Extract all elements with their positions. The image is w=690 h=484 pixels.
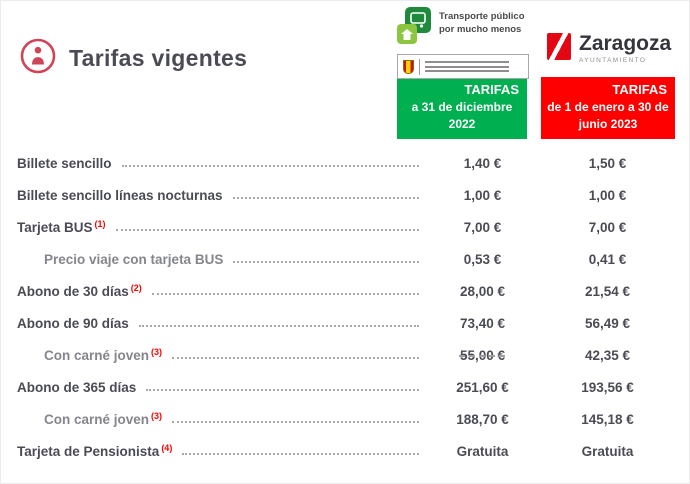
- row-leader: [182, 452, 419, 455]
- row-value: 7,00 €: [588, 219, 627, 235]
- table-row: Billete sencillo 1,40 € 1,50 €: [17, 147, 675, 179]
- tariff-person-icon: [19, 37, 57, 80]
- row-label: Abono de 365 días: [17, 379, 137, 395]
- column-header-2023: TARIFAS de 1 de enero a 30 de junio 2023: [541, 77, 675, 139]
- row-label-cell: Billete sencillo líneas nocturnas: [17, 188, 425, 203]
- table-row: Abono de 30 días (2) 28,00 € 21,54 €: [17, 275, 675, 307]
- row-note: (4): [161, 442, 173, 453]
- table-row: Tarjeta BUS (1) 7,00 € 7,00 €: [17, 211, 675, 243]
- table-row: Precio viaje con tarjeta BUS 0,53 € 0,41…: [17, 243, 675, 275]
- table-row: Abono de 90 días 73,40 € 56,49 €: [17, 307, 675, 339]
- badge-line-2: por mucho menos: [439, 23, 522, 35]
- gov-text-lines: [425, 59, 509, 75]
- row-label-cell: Abono de 365 días: [17, 380, 425, 395]
- row-label: Billete sencillo líneas nocturnas: [17, 187, 223, 203]
- header: Tarifas vigentes Transporte públ: [1, 1, 689, 79]
- row-value: 1,00 €: [588, 187, 627, 203]
- row-value: 55,00 €: [459, 347, 506, 363]
- table-row: Billete sencillo líneas nocturnas 1,00 €…: [17, 179, 675, 211]
- row-label: Tarjeta de Pensionista: [17, 443, 160, 459]
- row-value: 42,35 €: [584, 347, 631, 363]
- row-value: Gratuita: [581, 443, 634, 459]
- row-leader: [172, 356, 419, 359]
- row-note: (3): [151, 410, 163, 421]
- zaragoza-logo: Zaragoza AYUNTAMIENTO: [547, 33, 671, 64]
- table-row: Tarjeta de Pensionista (4) Gratuita Grat…: [17, 435, 675, 467]
- row-value: 0,53 €: [463, 251, 502, 267]
- column-subtitle: a 31 de diciembre 2022: [411, 100, 513, 131]
- row-note: (3): [151, 346, 163, 357]
- row-leader: [233, 260, 419, 263]
- row-value: 1,00 €: [463, 187, 502, 203]
- row-leader: [121, 164, 419, 167]
- row-label: Tarjeta BUS: [17, 219, 93, 235]
- zaragoza-name: Zaragoza: [579, 32, 672, 55]
- column-header-2022: TARIFAS a 31 de diciembre 2022: [397, 77, 527, 139]
- fare-table-body: Billete sencillo 1,40 € 1,50 € Billete s…: [17, 147, 675, 467]
- row-note: (2): [130, 282, 142, 293]
- row-label-cell: Abono de 30 días (2): [17, 282, 425, 299]
- title-block: Tarifas vigentes: [19, 37, 247, 80]
- transport-eco-icons: [397, 7, 433, 50]
- row-leader: [138, 324, 419, 327]
- row-value: 1,40 €: [463, 155, 502, 171]
- row-value: 1,50 €: [588, 155, 627, 171]
- row-value: 145,18 €: [581, 411, 634, 427]
- row-label-cell: Tarjeta BUS (1): [17, 218, 425, 235]
- row-value: 188,70 €: [456, 411, 509, 427]
- column-subtitle: de 1 de enero a 30 de junio 2023: [547, 100, 669, 131]
- row-leader: [232, 196, 419, 199]
- column-title: TARIFAS: [612, 82, 667, 97]
- transporte-badge-top: Transporte público por mucho menos: [397, 7, 529, 50]
- government-logo: [397, 54, 529, 79]
- table-row: Abono de 365 días 251,60 € 193,56 €: [17, 371, 675, 403]
- row-value: Gratuita: [456, 443, 509, 459]
- row-leader: [115, 228, 419, 231]
- zaragoza-mark-icon: [547, 33, 571, 60]
- row-label-cell: Billete sencillo: [17, 156, 425, 171]
- row-value: 193,56 €: [581, 379, 634, 395]
- row-label-cell: Con carné joven (3): [17, 410, 425, 427]
- row-label: Precio viaje con tarjeta BUS: [44, 251, 224, 267]
- table-row: Con carné joven (3) 188,70 € 145,18 €: [17, 403, 675, 435]
- column-headers: TARIFAS a 31 de diciembre 2022 TARIFAS d…: [1, 77, 689, 139]
- row-label-cell: Con carné joven (3): [17, 346, 425, 363]
- zaragoza-subtitle: AYUNTAMIENTO: [579, 57, 647, 64]
- row-label-cell: Tarjeta de Pensionista (4): [17, 442, 425, 459]
- row-value: 251,60 €: [456, 379, 509, 395]
- transporte-badge-text: Transporte público por mucho menos: [439, 7, 525, 37]
- row-leader: [151, 292, 419, 295]
- column-title: TARIFAS: [464, 82, 519, 97]
- row-label: Abono de 30 días: [17, 283, 129, 299]
- row-value: 73,40 €: [459, 315, 506, 331]
- fare-table: Billete sencillo 1,40 € 1,50 € Billete s…: [17, 147, 675, 467]
- row-label: Con carné joven: [44, 347, 150, 363]
- row-value: 7,00 €: [463, 219, 502, 235]
- row-label-cell: Abono de 90 días: [17, 316, 425, 331]
- badge-line-1: Transporte público: [439, 11, 525, 22]
- row-note: (1): [94, 218, 106, 229]
- row-label-cell: Precio viaje con tarjeta BUS: [17, 252, 425, 267]
- row-label: Billete sencillo: [17, 155, 112, 171]
- spain-emblem-icon: [403, 59, 414, 74]
- page-title: Tarifas vigentes: [69, 45, 248, 71]
- gov-divider: [419, 58, 420, 75]
- row-label: Abono de 90 días: [17, 315, 129, 331]
- row-value: 56,49 €: [584, 315, 631, 331]
- row-leader: [146, 388, 419, 391]
- row-value: 0,41 €: [588, 251, 627, 267]
- row-value: 28,00 €: [459, 283, 506, 299]
- row-value: 21,54 €: [584, 283, 631, 299]
- transporte-badge: Transporte público por mucho menos: [397, 7, 529, 79]
- table-row: Con carné joven (3) 55,00 € 42,35 €: [17, 339, 675, 371]
- row-leader: [172, 420, 419, 423]
- row-label: Con carné joven: [44, 411, 150, 427]
